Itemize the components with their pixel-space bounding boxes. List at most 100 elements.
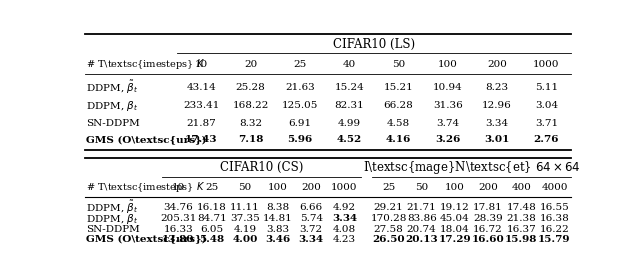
- Text: 15.98: 15.98: [505, 235, 538, 244]
- Text: I\textsc{mage}N\textsc{et} $64\times64$: I\textsc{mage}N\textsc{et} $64\times64$: [363, 159, 580, 176]
- Text: SN-DDPM: SN-DDPM: [86, 225, 140, 234]
- Text: 233.41: 233.41: [183, 101, 220, 110]
- Text: 10.94: 10.94: [433, 83, 463, 92]
- Text: 21.71: 21.71: [407, 203, 436, 212]
- Text: 4.52: 4.52: [337, 135, 362, 144]
- Text: 10: 10: [195, 60, 208, 69]
- Text: 16.18: 16.18: [196, 203, 227, 212]
- Text: 66.28: 66.28: [383, 101, 413, 110]
- Text: 16.55: 16.55: [540, 203, 570, 212]
- Text: DDPM, $\beta_t$: DDPM, $\beta_t$: [86, 212, 139, 226]
- Text: 40: 40: [342, 60, 356, 69]
- Text: 17.81: 17.81: [473, 203, 503, 212]
- Text: 3.04: 3.04: [535, 101, 558, 110]
- Text: 13.80: 13.80: [162, 235, 195, 244]
- Text: 16.22: 16.22: [540, 225, 570, 234]
- Text: 100: 100: [438, 60, 458, 69]
- Text: 5.48: 5.48: [199, 235, 224, 244]
- Text: 50: 50: [415, 183, 428, 192]
- Text: 50: 50: [238, 183, 252, 192]
- Text: GMS (O\textsc{urs}): GMS (O\textsc{urs}): [86, 135, 207, 144]
- Text: 6.05: 6.05: [200, 225, 223, 234]
- Text: 4.23: 4.23: [333, 235, 356, 244]
- Text: 3.72: 3.72: [300, 225, 323, 234]
- Text: 6.66: 6.66: [300, 203, 323, 212]
- Text: 21.87: 21.87: [186, 119, 216, 128]
- Text: 8.38: 8.38: [266, 203, 289, 212]
- Text: # T\textsc{imesteps} $K$: # T\textsc{imesteps} $K$: [86, 57, 205, 71]
- Text: # T\textsc{imesteps} $K$: # T\textsc{imesteps} $K$: [86, 180, 205, 194]
- Text: DDPM, $\tilde{\beta}_t$: DDPM, $\tilde{\beta}_t$: [86, 199, 139, 216]
- Text: 26.50: 26.50: [372, 235, 405, 244]
- Text: 83.86: 83.86: [407, 214, 436, 223]
- Text: 205.31: 205.31: [160, 214, 196, 223]
- Text: 16.38: 16.38: [540, 214, 570, 223]
- Text: 400: 400: [511, 183, 531, 192]
- Text: DDPM, $\tilde{\beta}_t$: DDPM, $\tilde{\beta}_t$: [86, 79, 139, 96]
- Text: 8.32: 8.32: [239, 119, 262, 128]
- Text: 7.18: 7.18: [238, 135, 263, 144]
- Text: 2.76: 2.76: [534, 135, 559, 144]
- Text: CIFAR10 (CS): CIFAR10 (CS): [220, 161, 303, 174]
- Text: 50: 50: [392, 60, 405, 69]
- Text: 20.74: 20.74: [407, 225, 436, 234]
- Text: 200: 200: [487, 60, 507, 69]
- Text: 25: 25: [382, 183, 395, 192]
- Text: 5.74: 5.74: [300, 214, 323, 223]
- Text: 5.96: 5.96: [287, 135, 312, 144]
- Text: CIFAR10 (LS): CIFAR10 (LS): [333, 37, 415, 50]
- Text: 18.04: 18.04: [440, 225, 470, 234]
- Text: 200: 200: [478, 183, 498, 192]
- Text: 125.05: 125.05: [282, 101, 318, 110]
- Text: 4.92: 4.92: [333, 203, 356, 212]
- Text: 37.35: 37.35: [230, 214, 260, 223]
- Text: 6.91: 6.91: [289, 119, 312, 128]
- Text: 17.29: 17.29: [438, 235, 471, 244]
- Text: 10: 10: [172, 183, 185, 192]
- Text: 15.21: 15.21: [383, 83, 413, 92]
- Text: 8.23: 8.23: [486, 83, 509, 92]
- Text: 19.12: 19.12: [440, 203, 470, 212]
- Text: 82.31: 82.31: [334, 101, 364, 110]
- Text: 168.22: 168.22: [232, 101, 269, 110]
- Text: 3.34: 3.34: [486, 119, 509, 128]
- Text: 17.43: 17.43: [185, 135, 218, 144]
- Text: 31.36: 31.36: [433, 101, 463, 110]
- Text: SN-DDPM: SN-DDPM: [86, 119, 140, 128]
- Text: 16.60: 16.60: [472, 235, 504, 244]
- Text: 5.11: 5.11: [535, 83, 558, 92]
- Text: 100: 100: [268, 183, 288, 192]
- Text: GMS (O\textsc{urs}): GMS (O\textsc{urs}): [86, 235, 207, 244]
- Text: 34.76: 34.76: [164, 203, 193, 212]
- Text: 20: 20: [244, 60, 257, 69]
- Text: 25.28: 25.28: [236, 83, 266, 92]
- Text: 16.37: 16.37: [506, 225, 536, 234]
- Text: 1000: 1000: [331, 183, 358, 192]
- Text: 4.99: 4.99: [338, 119, 361, 128]
- Text: 11.11: 11.11: [230, 203, 260, 212]
- Text: 15.79: 15.79: [538, 235, 571, 244]
- Text: 3.26: 3.26: [435, 135, 461, 144]
- Text: 25: 25: [205, 183, 218, 192]
- Text: 15.24: 15.24: [334, 83, 364, 92]
- Text: 4.19: 4.19: [233, 225, 257, 234]
- Text: 27.58: 27.58: [374, 225, 403, 234]
- Text: 17.48: 17.48: [506, 203, 536, 212]
- Text: 4.58: 4.58: [387, 119, 410, 128]
- Text: DDPM, $\beta_t$: DDPM, $\beta_t$: [86, 99, 139, 112]
- Text: 4000: 4000: [541, 183, 568, 192]
- Text: 3.71: 3.71: [535, 119, 558, 128]
- Text: 3.34: 3.34: [299, 235, 324, 244]
- Text: 25: 25: [293, 60, 307, 69]
- Text: 43.14: 43.14: [186, 83, 216, 92]
- Text: 3.74: 3.74: [436, 119, 460, 128]
- Text: 4.00: 4.00: [232, 235, 257, 244]
- Text: 4.16: 4.16: [386, 135, 412, 144]
- Text: 20.13: 20.13: [405, 235, 438, 244]
- Text: 21.63: 21.63: [285, 83, 315, 92]
- Text: 3.34: 3.34: [332, 214, 357, 223]
- Text: 1000: 1000: [533, 60, 559, 69]
- Text: 200: 200: [301, 183, 321, 192]
- Text: 12.96: 12.96: [482, 101, 512, 110]
- Text: 100: 100: [445, 183, 465, 192]
